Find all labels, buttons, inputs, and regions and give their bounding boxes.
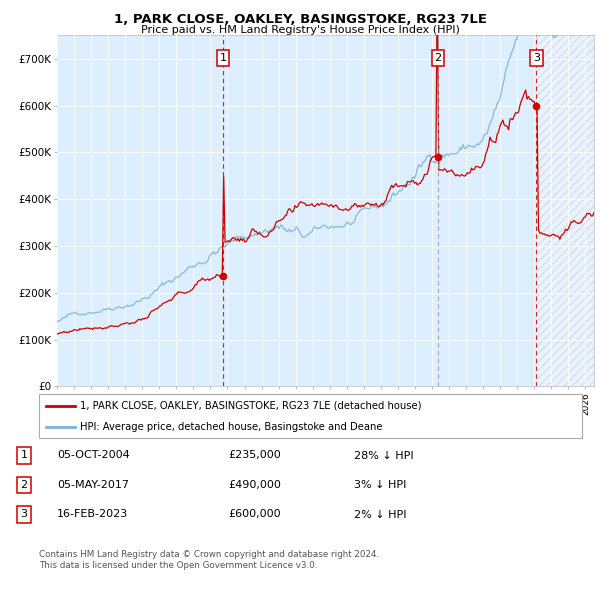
Text: 3% ↓ HPI: 3% ↓ HPI [354, 480, 406, 490]
Text: 3: 3 [20, 510, 28, 519]
Text: HPI: Average price, detached house, Basingstoke and Deane: HPI: Average price, detached house, Basi… [80, 422, 382, 432]
Text: 1, PARK CLOSE, OAKLEY, BASINGSTOKE, RG23 7LE (detached house): 1, PARK CLOSE, OAKLEY, BASINGSTOKE, RG23… [80, 401, 421, 411]
Text: 2: 2 [434, 53, 442, 63]
Text: This data is licensed under the Open Government Licence v3.0.: This data is licensed under the Open Gov… [39, 560, 317, 569]
Text: 2: 2 [20, 480, 28, 490]
Text: Contains HM Land Registry data © Crown copyright and database right 2024.: Contains HM Land Registry data © Crown c… [39, 550, 379, 559]
Text: 16-FEB-2023: 16-FEB-2023 [57, 510, 128, 519]
Text: 1: 1 [20, 451, 28, 460]
Text: 3: 3 [533, 53, 540, 63]
Text: 05-MAY-2017: 05-MAY-2017 [57, 480, 129, 490]
Text: 2% ↓ HPI: 2% ↓ HPI [354, 510, 407, 519]
Text: 28% ↓ HPI: 28% ↓ HPI [354, 451, 413, 460]
Text: 1: 1 [220, 53, 227, 63]
Bar [536, 35, 594, 386]
Text: 05-OCT-2004: 05-OCT-2004 [57, 451, 130, 460]
Text: 1, PARK CLOSE, OAKLEY, BASINGSTOKE, RG23 7LE: 1, PARK CLOSE, OAKLEY, BASINGSTOKE, RG23… [113, 13, 487, 26]
Text: £235,000: £235,000 [228, 451, 281, 460]
Text: £490,000: £490,000 [228, 480, 281, 490]
Text: £600,000: £600,000 [228, 510, 281, 519]
Text: Price paid vs. HM Land Registry's House Price Index (HPI): Price paid vs. HM Land Registry's House … [140, 25, 460, 35]
